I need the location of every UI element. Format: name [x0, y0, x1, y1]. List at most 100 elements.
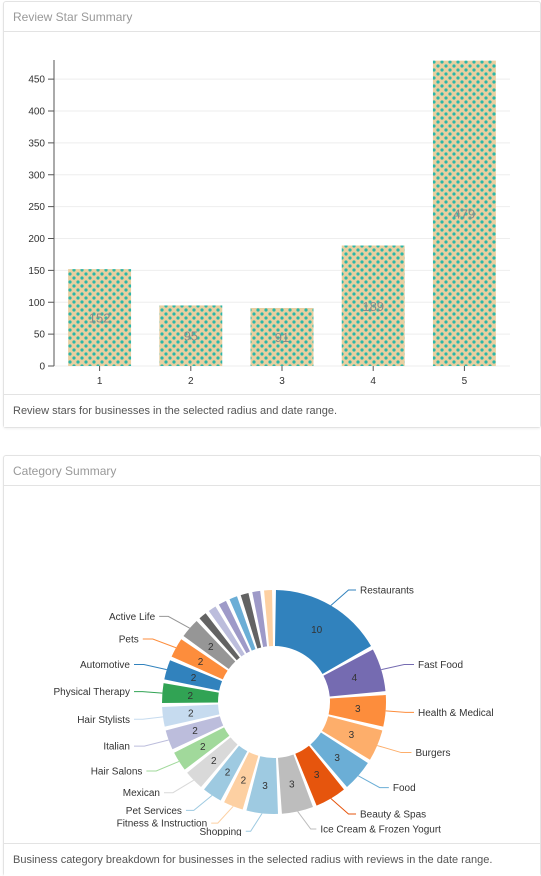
- leader-line: [134, 716, 164, 720]
- slice-value-label: 2: [192, 726, 198, 737]
- leader-line: [297, 811, 317, 830]
- bar-4[interactable]: [341, 245, 405, 366]
- review-star-footer: Review stars for businesses in the selec…: [4, 394, 540, 427]
- x-tick-label: 2: [188, 376, 194, 387]
- review-star-panel: Review Star Summary 0 50 100 150 200 250 300 35…: [3, 1, 541, 428]
- leader-line: [142, 638, 177, 649]
- slice-value-label: 2: [241, 776, 247, 787]
- x-tick-label: 3: [279, 376, 285, 387]
- slice-value-label: 2: [208, 642, 214, 653]
- slice-burgers[interactable]: [321, 716, 383, 760]
- slice-health-medical[interactable]: [328, 695, 387, 727]
- slice-unlabeled-23[interactable]: [252, 590, 268, 648]
- leader-line: [358, 775, 389, 789]
- slice-automotive[interactable]: [164, 660, 223, 691]
- slice-value-label: 3: [262, 781, 268, 792]
- leader-line: [134, 691, 163, 694]
- category-label-ice-cream-frozen-yogurt: Ice Cream & Frozen Yogurt: [320, 825, 441, 836]
- slice-mexican[interactable]: [187, 737, 238, 787]
- leader-line: [134, 739, 169, 747]
- svg-text:100: 100: [28, 298, 45, 309]
- svg-text:0: 0: [39, 362, 45, 373]
- svg-text:400: 400: [28, 107, 45, 118]
- slice-value-label: 3: [349, 730, 355, 741]
- leader-line: [245, 813, 263, 832]
- bar-value-label: 189: [362, 299, 384, 314]
- slice-active-life[interactable]: [183, 621, 236, 670]
- slice-pet-services[interactable]: [204, 745, 248, 801]
- bar-value-label: 152: [89, 311, 111, 326]
- leader-line: [159, 615, 190, 629]
- slice-unlabeled-21[interactable]: [229, 596, 256, 651]
- slice-hair-stylists[interactable]: [162, 704, 220, 727]
- leader-line: [134, 663, 167, 671]
- slice-ice-cream-frozen-yogurt[interactable]: [277, 754, 313, 814]
- category-label-automotive: Automotive: [80, 660, 130, 671]
- slice-value-label: 3: [289, 780, 295, 791]
- category-label-health-medical: Health & Medical: [418, 708, 494, 719]
- slice-physical-therapy[interactable]: [161, 683, 219, 704]
- leader-line: [330, 798, 357, 815]
- slice-value-label: 2: [225, 767, 231, 778]
- category-label-hair-stylists: Hair Stylists: [77, 715, 130, 726]
- category-label-shopping: Shopping: [199, 827, 241, 836]
- bar-5[interactable]: [432, 60, 496, 366]
- category-label-beauty-spas: Beauty & Spas: [360, 810, 426, 821]
- leader-line: [163, 779, 195, 794]
- category-label-fast-food: Fast Food: [418, 660, 463, 671]
- slice-value-label: 2: [191, 673, 197, 684]
- leader-line: [385, 710, 414, 713]
- category-label-pet-services: Pet Services: [126, 806, 182, 817]
- bar-3[interactable]: [250, 307, 314, 366]
- slice-unlabeled-18[interactable]: [199, 613, 240, 661]
- bar-value-label: 95: [184, 329, 198, 344]
- slice-hair-salons[interactable]: [174, 727, 230, 770]
- x-tick-label: 1: [97, 376, 103, 387]
- category-panel: Category Summary 10 Restaurants 4 Fast Food…: [3, 455, 541, 876]
- slice-value-label: 2: [200, 742, 206, 753]
- slice-beauty-spas[interactable]: [295, 745, 344, 806]
- slice-shopping[interactable]: [246, 756, 279, 814]
- slice-italian[interactable]: [165, 716, 224, 750]
- bar-1[interactable]: [68, 269, 132, 366]
- review-star-title: Review Star Summary: [4, 2, 540, 32]
- category-label-pets: Pets: [119, 635, 139, 646]
- bar-value-label: 91: [275, 330, 289, 345]
- slice-value-label: 2: [198, 657, 204, 668]
- leader-line: [146, 760, 180, 772]
- svg-text:150: 150: [28, 266, 45, 277]
- slice-food[interactable]: [310, 732, 368, 787]
- category-label-burgers: Burgers: [415, 748, 450, 759]
- category-label-physical-therapy: Physical Therapy: [53, 687, 130, 698]
- x-tick-label: 4: [370, 376, 376, 387]
- category-label-food: Food: [393, 783, 416, 794]
- slice-value-label: 10: [311, 625, 323, 636]
- svg-text:350: 350: [28, 138, 45, 149]
- slice-unlabeled-19[interactable]: [208, 606, 245, 657]
- category-label-hair-salons: Hair Salons: [91, 766, 143, 777]
- leader-line: [377, 745, 412, 754]
- slice-value-label: 4: [352, 673, 358, 684]
- slice-restaurants[interactable]: [274, 590, 372, 675]
- category-label-mexican: Mexican: [123, 788, 160, 799]
- slice-unlabeled-20[interactable]: [218, 600, 250, 654]
- svg-text:200: 200: [28, 234, 45, 245]
- slice-value-label: 3: [314, 770, 320, 781]
- slice-unlabeled-22[interactable]: [240, 592, 262, 649]
- svg-text:300: 300: [28, 170, 45, 181]
- slice-fast-food[interactable]: [323, 649, 386, 697]
- svg-text:250: 250: [28, 202, 45, 213]
- bar-value-label: 479: [454, 206, 476, 221]
- category-label-active-life: Active Life: [109, 612, 156, 623]
- slice-pets[interactable]: [171, 639, 228, 680]
- slice-value-label: 2: [188, 709, 194, 720]
- category-label-fitness-instruction: Fitness & Instruction: [117, 819, 208, 830]
- bar-2[interactable]: [159, 305, 223, 366]
- category-title: Category Summary: [4, 456, 540, 486]
- x-tick-label: 5: [462, 376, 468, 387]
- slice-value-label: 2: [187, 691, 193, 702]
- slice-value-label: 3: [355, 704, 361, 715]
- slice-unlabeled-24[interactable]: [264, 590, 274, 647]
- slice-fitness-instruction[interactable]: [224, 752, 259, 810]
- svg-text:450: 450: [28, 75, 45, 86]
